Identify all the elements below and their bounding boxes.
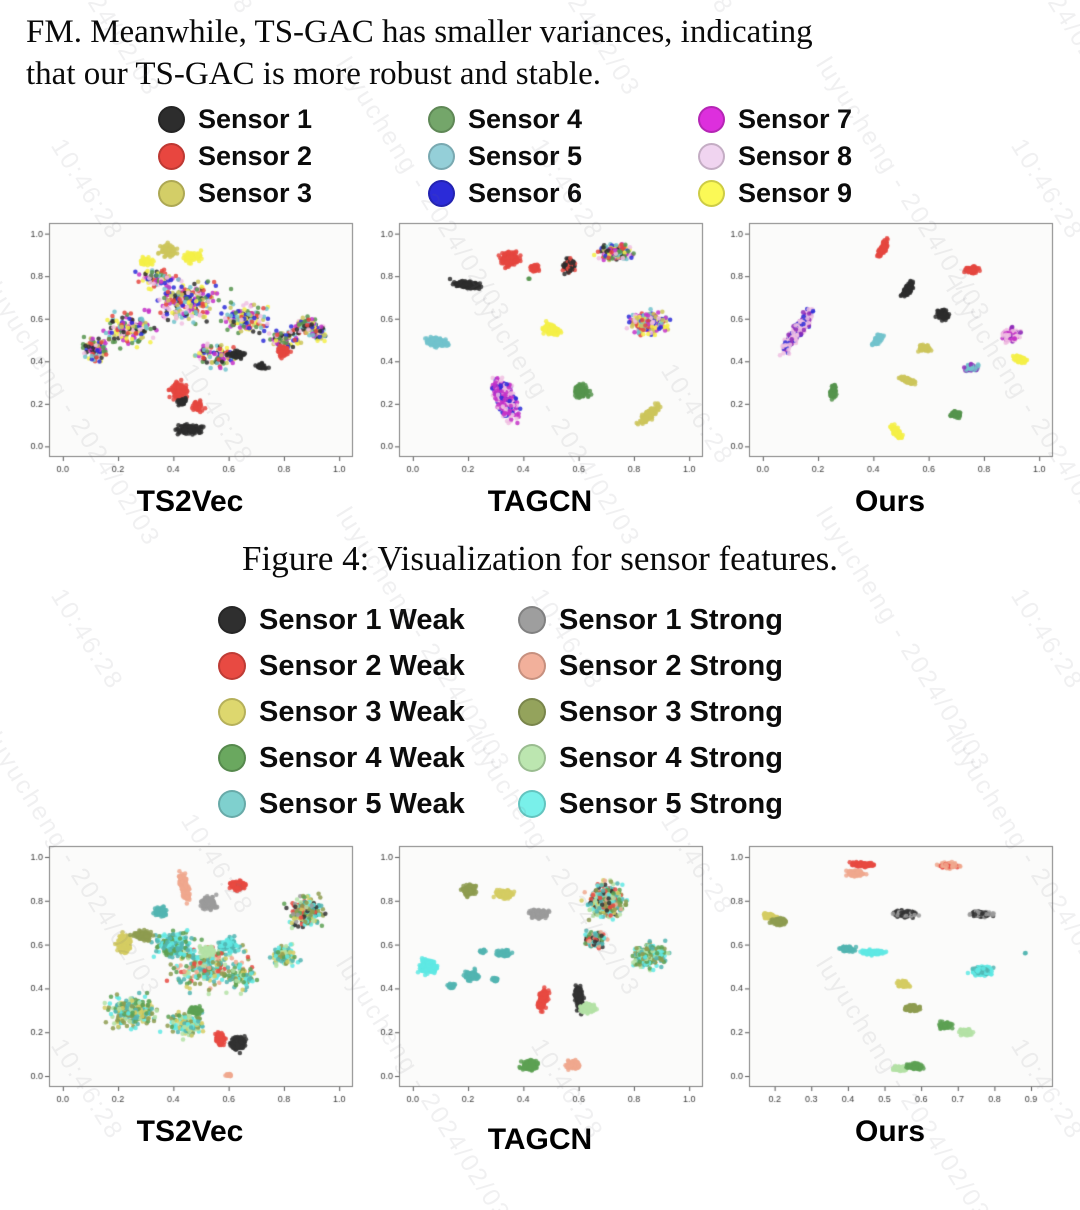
sensor-legend-9: Sensor 1 Sensor 2 Sensor 3 Sensor 4 Sens… <box>158 101 1080 212</box>
plot-block-tagcn-top: TAGCN <box>372 218 708 519</box>
legend-item-label: Sensor 8 <box>738 141 853 172</box>
plot-title-ours-bottom: Ours <box>854 1115 926 1149</box>
legend-color-dot <box>218 698 246 727</box>
legend-item-label: Sensor 2 Strong <box>559 649 783 682</box>
legend-color-dot <box>518 606 546 635</box>
legend-item: Sensor 4 Strong <box>518 742 858 775</box>
plot-title-tagcn-bottom: TAGCN <box>487 1123 593 1157</box>
legend-item: Sensor 9 <box>698 178 968 209</box>
legend-color-dot <box>428 143 455 171</box>
sensor-legend-weak-strong: Sensor 1 Weak Sensor 1 Strong Sensor 2 W… <box>218 597 1080 827</box>
scatter-plot-ours-sensors <box>722 218 1058 484</box>
legend-item-label: Sensor 5 Strong <box>559 787 783 820</box>
legend-item: Sensor 2 <box>158 141 428 172</box>
legend-item: Sensor 6 <box>428 178 698 209</box>
legend-color-dot <box>698 143 725 171</box>
plot-block-ts2vec-top: TS2Vec <box>22 218 358 519</box>
legend-item: Sensor 1 Weak <box>218 604 518 637</box>
legend-item: Sensor 5 <box>428 141 698 172</box>
legend-item: Sensor 1 <box>158 104 428 135</box>
legend-item-label: Sensor 3 Strong <box>559 695 783 728</box>
scatter-plot-tagcn-sensors <box>372 218 708 484</box>
legend-item: Sensor 3 Strong <box>518 696 858 729</box>
scatter-plot-ts2vec-weak-strong <box>22 841 358 1114</box>
legend-color-dot <box>518 652 546 681</box>
legend-item: Sensor 5 Strong <box>518 788 858 821</box>
legend-item-label: Sensor 7 <box>738 104 853 135</box>
plot-title-ts2vec-bottom: TS2Vec <box>136 1115 244 1149</box>
legend-color-dot <box>218 652 246 681</box>
plot-block-ours-top: Ours <box>722 218 1058 519</box>
legend-item-label: Sensor 1 Strong <box>559 603 783 636</box>
scatter-plot-ours-weak-strong <box>722 841 1058 1114</box>
legend-item-label: Sensor 1 Weak <box>259 603 465 636</box>
legend-item: Sensor 3 Weak <box>218 696 518 729</box>
legend-color-dot <box>518 790 546 819</box>
legend-item-label: Sensor 5 <box>468 141 583 172</box>
legend-color-dot <box>218 744 246 773</box>
plot-block-ts2vec-bottom: TS2Vec <box>22 841 358 1157</box>
legend-item-label: Sensor 5 Weak <box>259 787 465 820</box>
scatter-plot-ts2vec-sensors <box>22 218 358 484</box>
legend-item-label: Sensor 6 <box>468 178 583 209</box>
legend-color-dot <box>158 106 185 134</box>
legend-item-label: Sensor 2 Weak <box>259 649 465 682</box>
legend-item-label: Sensor 9 <box>738 178 853 209</box>
plot-block-ours-bottom: Ours <box>722 841 1058 1157</box>
legend-item-label: Sensor 4 <box>468 104 583 135</box>
legend-item: Sensor 2 Strong <box>518 650 858 683</box>
plot-block-tagcn-bottom: TAGCN <box>372 841 708 1157</box>
plot-row-bottom: TS2Vec TAGCN Ours <box>0 841 1080 1157</box>
legend-item: Sensor 4 <box>428 104 698 135</box>
plot-title-ts2vec-top: TS2Vec <box>136 485 244 519</box>
legend-item-label: Sensor 3 Weak <box>259 695 465 728</box>
legend-item: Sensor 4 Weak <box>218 742 518 775</box>
legend-color-dot <box>218 606 246 635</box>
scatter-plot-tagcn-weak-strong <box>372 841 708 1114</box>
legend-color-dot <box>698 180 725 208</box>
plot-title-tagcn-top: TAGCN <box>487 485 593 519</box>
legend-color-dot <box>158 143 185 171</box>
body-text-line-1: FM. Meanwhile, TS-GAC has smaller varian… <box>26 14 813 50</box>
legend-item-label: Sensor 1 <box>198 104 313 135</box>
legend-item-label: Sensor 2 <box>198 141 313 172</box>
legend-color-dot <box>428 106 455 134</box>
body-text: FM. Meanwhile, TS-GAC has smaller varian… <box>0 0 1080 95</box>
legend-item-label: Sensor 3 <box>198 178 313 209</box>
legend-item: Sensor 7 <box>698 104 968 135</box>
legend-color-dot <box>698 106 725 134</box>
legend-color-dot <box>158 180 185 208</box>
legend-item: Sensor 8 <box>698 141 968 172</box>
legend-color-dot <box>518 744 546 773</box>
figure-caption: Figure 4: Visualization for sensor featu… <box>242 539 838 579</box>
plot-row-top: TS2Vec TAGCN Ours <box>0 218 1080 519</box>
legend-item: Sensor 5 Weak <box>218 788 518 821</box>
legend-item: Sensor 1 Strong <box>518 604 858 637</box>
plot-title-ours-top: Ours <box>854 485 926 519</box>
legend-color-dot <box>428 180 455 208</box>
legend-color-dot <box>218 790 246 819</box>
legend-item-label: Sensor 4 Strong <box>559 741 783 774</box>
body-text-line-2: that our TS-GAC is more robust and stabl… <box>26 55 601 92</box>
legend-item-label: Sensor 4 Weak <box>259 741 465 774</box>
legend-item: Sensor 2 Weak <box>218 650 518 683</box>
legend-color-dot <box>518 698 546 727</box>
legend-item: Sensor 3 <box>158 178 428 209</box>
